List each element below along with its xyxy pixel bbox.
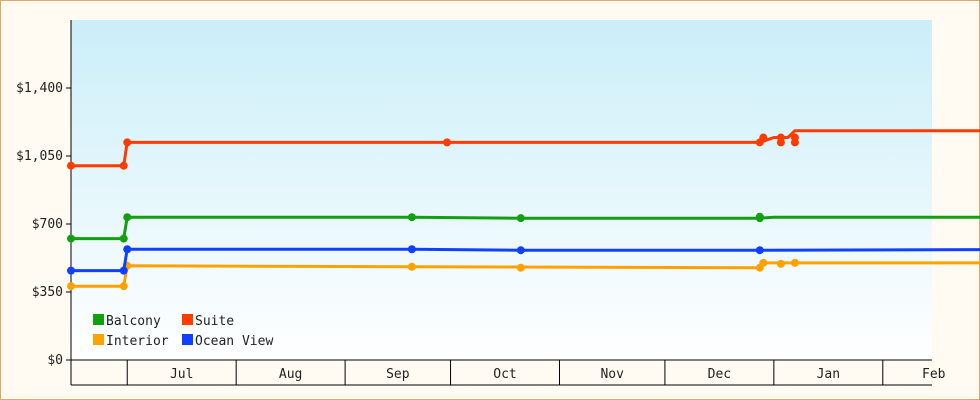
data-point-interior bbox=[119, 282, 128, 291]
legend-swatch-interior bbox=[93, 334, 104, 345]
month-label: Sep bbox=[386, 367, 410, 382]
legend-label-balcony: Balcony bbox=[106, 314, 161, 329]
data-point-suite bbox=[790, 133, 799, 142]
legend-swatch-suite bbox=[182, 314, 193, 325]
data-point-suite bbox=[67, 161, 75, 170]
data-point-balcony bbox=[119, 234, 128, 243]
y-tick-label: $350 bbox=[32, 285, 63, 300]
plot-background bbox=[71, 20, 932, 360]
data-point-suite bbox=[759, 133, 768, 142]
data-point-interior bbox=[776, 259, 785, 268]
data-point-balcony bbox=[755, 212, 764, 221]
legend-swatch-ocean-view bbox=[182, 334, 193, 345]
month-label: Oct bbox=[493, 367, 516, 382]
y-tick-label: $1,400 bbox=[16, 81, 63, 96]
data-point-suite bbox=[776, 138, 785, 147]
legend-label-suite: Suite bbox=[195, 314, 234, 329]
data-point-interior bbox=[407, 262, 416, 271]
x-axis: JulAugSepOctNovDecJanFebMarAprMayJunJulA… bbox=[71, 359, 946, 386]
data-point-ocean-view bbox=[119, 266, 128, 275]
y-tick-label: $0 bbox=[47, 353, 63, 368]
y-tick-label: $1,050 bbox=[16, 149, 63, 164]
data-point-suite bbox=[443, 138, 452, 147]
data-point-balcony bbox=[67, 234, 75, 243]
legend-label-interior: Interior bbox=[106, 334, 169, 349]
data-point-balcony bbox=[123, 213, 132, 222]
data-point-ocean-view bbox=[67, 266, 75, 275]
y-axis: $0 $350 $700 $1,050 $1,400 bbox=[16, 20, 72, 385]
data-point-ocean-view bbox=[755, 246, 764, 255]
y-tick-label: $700 bbox=[32, 217, 63, 232]
data-point-interior bbox=[516, 263, 525, 272]
legend: Balcony Suite Interior Ocean View bbox=[93, 314, 273, 349]
data-point-interior bbox=[759, 258, 768, 267]
data-point-interior bbox=[790, 258, 799, 267]
month-label: Aug bbox=[279, 367, 302, 382]
month-label: Jan bbox=[817, 367, 840, 382]
data-point-ocean-view bbox=[407, 245, 416, 254]
data-point-balcony bbox=[407, 213, 416, 222]
series-group bbox=[67, 129, 980, 291]
month-label: Dec bbox=[708, 367, 731, 382]
data-point-ocean-view bbox=[516, 246, 525, 255]
data-point-suite bbox=[123, 138, 132, 147]
data-point-balcony bbox=[516, 214, 525, 223]
legend-label-ocean-view: Ocean View bbox=[195, 334, 273, 349]
month-label: Jul bbox=[170, 367, 193, 382]
series-line-suite bbox=[71, 129, 980, 168]
data-point-interior bbox=[67, 282, 75, 291]
data-point-suite bbox=[119, 161, 128, 170]
month-label: Feb bbox=[922, 367, 946, 382]
legend-swatch-balcony bbox=[93, 314, 104, 325]
month-label: Nov bbox=[600, 367, 624, 382]
data-point-ocean-view bbox=[123, 245, 132, 254]
